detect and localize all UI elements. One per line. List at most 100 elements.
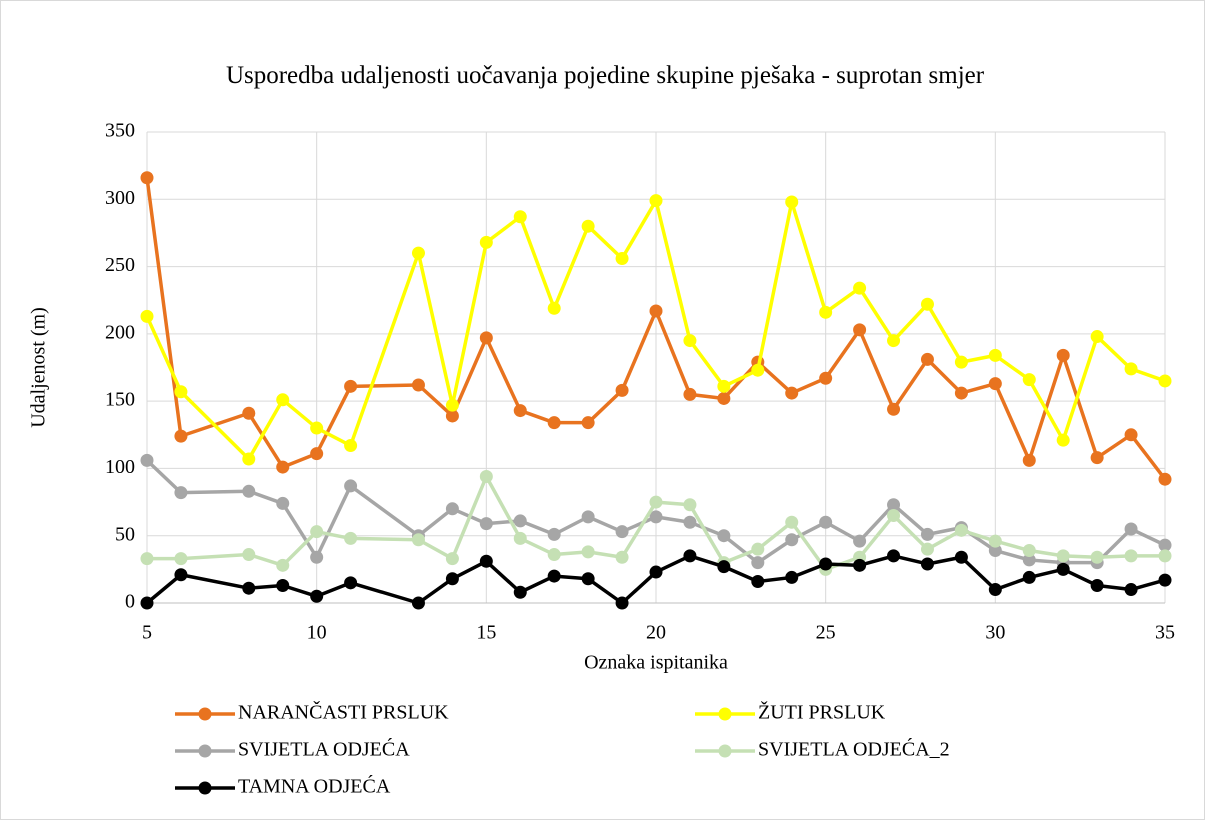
series-marker (717, 560, 731, 574)
series-marker (479, 331, 493, 345)
series-marker (954, 386, 968, 400)
series-marker (819, 371, 833, 385)
series-marker (581, 572, 595, 586)
series-marker (411, 533, 425, 547)
series-marker (1158, 573, 1172, 587)
series-marker (445, 502, 459, 516)
y-axis-label: Udaljenost (m) (28, 307, 50, 428)
series-marker (140, 453, 154, 467)
series-marker (615, 596, 629, 610)
series-marker (513, 531, 527, 545)
series-marker (683, 498, 697, 512)
chart-title: Usporedba udaljenosti uočavanja pojedine… (225, 62, 985, 89)
x-tick-label: 35 (1155, 622, 1175, 644)
series-marker (140, 552, 154, 566)
series-marker (1022, 453, 1036, 467)
series-marker (920, 527, 934, 541)
series-marker (310, 421, 324, 435)
y-tick-label: 350 (105, 120, 135, 142)
series-marker (1158, 549, 1172, 563)
series-marker (785, 195, 799, 209)
series-marker (1022, 373, 1036, 387)
series-marker (887, 509, 901, 523)
series-marker (785, 386, 799, 400)
series-marker (1158, 472, 1172, 486)
series-marker (140, 309, 154, 323)
series-marker (649, 304, 663, 318)
x-tick-label: 10 (307, 622, 327, 644)
series-marker (276, 460, 290, 474)
legend-label: TAMNA ODJEĆA (238, 774, 391, 798)
y-tick-label: 300 (105, 187, 135, 209)
series-marker (513, 514, 527, 528)
series-marker (242, 452, 256, 466)
series-marker (276, 579, 290, 593)
series-marker (819, 515, 833, 529)
series-marker (1124, 583, 1138, 597)
series-marker (751, 542, 765, 556)
series-marker (547, 416, 561, 430)
legend-marker (718, 744, 732, 758)
series-marker (581, 510, 595, 524)
series-marker (445, 552, 459, 566)
series-marker (954, 355, 968, 369)
series-marker (1158, 538, 1172, 552)
series-marker (751, 574, 765, 588)
legend-marker (718, 707, 732, 721)
series-marker (513, 585, 527, 599)
series-marker (445, 572, 459, 586)
series-marker (310, 525, 324, 539)
x-tick-label: 20 (646, 622, 666, 644)
series-marker (547, 301, 561, 315)
series-marker (920, 297, 934, 311)
series-marker (242, 406, 256, 420)
series-marker (954, 523, 968, 537)
series-marker (547, 569, 561, 583)
x-tick-label: 30 (985, 622, 1005, 644)
series-marker (547, 548, 561, 562)
series-marker (479, 517, 493, 531)
series-marker (140, 171, 154, 185)
series-marker (683, 515, 697, 529)
series-marker (1124, 522, 1138, 536)
series-marker (1056, 549, 1070, 563)
legend-marker (198, 707, 212, 721)
series-marker (853, 534, 867, 548)
series-marker (751, 363, 765, 377)
series-marker (479, 235, 493, 249)
series-marker (649, 510, 663, 524)
x-axis-label: Oznaka ispitanika (584, 652, 728, 674)
series-marker (344, 576, 358, 590)
series-marker (1124, 428, 1138, 442)
series-marker (479, 554, 493, 568)
series-marker (581, 545, 595, 559)
y-tick-label: 250 (105, 254, 135, 276)
series-marker (887, 402, 901, 416)
series-marker (615, 383, 629, 397)
series-marker (920, 542, 934, 556)
series-marker (785, 533, 799, 547)
series-marker (411, 246, 425, 260)
x-tick-label: 15 (476, 622, 496, 644)
series-marker (1090, 451, 1104, 465)
series-marker (853, 558, 867, 572)
y-tick-label: 100 (105, 456, 135, 478)
series-marker (853, 281, 867, 295)
series-marker (445, 409, 459, 423)
series-marker (887, 498, 901, 512)
legend-marker (198, 781, 212, 795)
legend-label: SVIJETLA ODJEĆA_2 (758, 737, 950, 761)
series-marker (988, 534, 1002, 548)
series-marker (1022, 553, 1036, 567)
series-marker (887, 549, 901, 563)
series-marker (174, 385, 188, 399)
y-tick-label: 50 (115, 523, 135, 545)
series-marker (140, 596, 154, 610)
legend-label: SVIJETLA ODJEĆA (238, 737, 410, 761)
series-marker (1056, 562, 1070, 576)
series-marker (785, 515, 799, 529)
series-marker (310, 447, 324, 461)
series-marker (1124, 362, 1138, 376)
series-marker (1056, 348, 1070, 362)
series-marker (649, 565, 663, 579)
